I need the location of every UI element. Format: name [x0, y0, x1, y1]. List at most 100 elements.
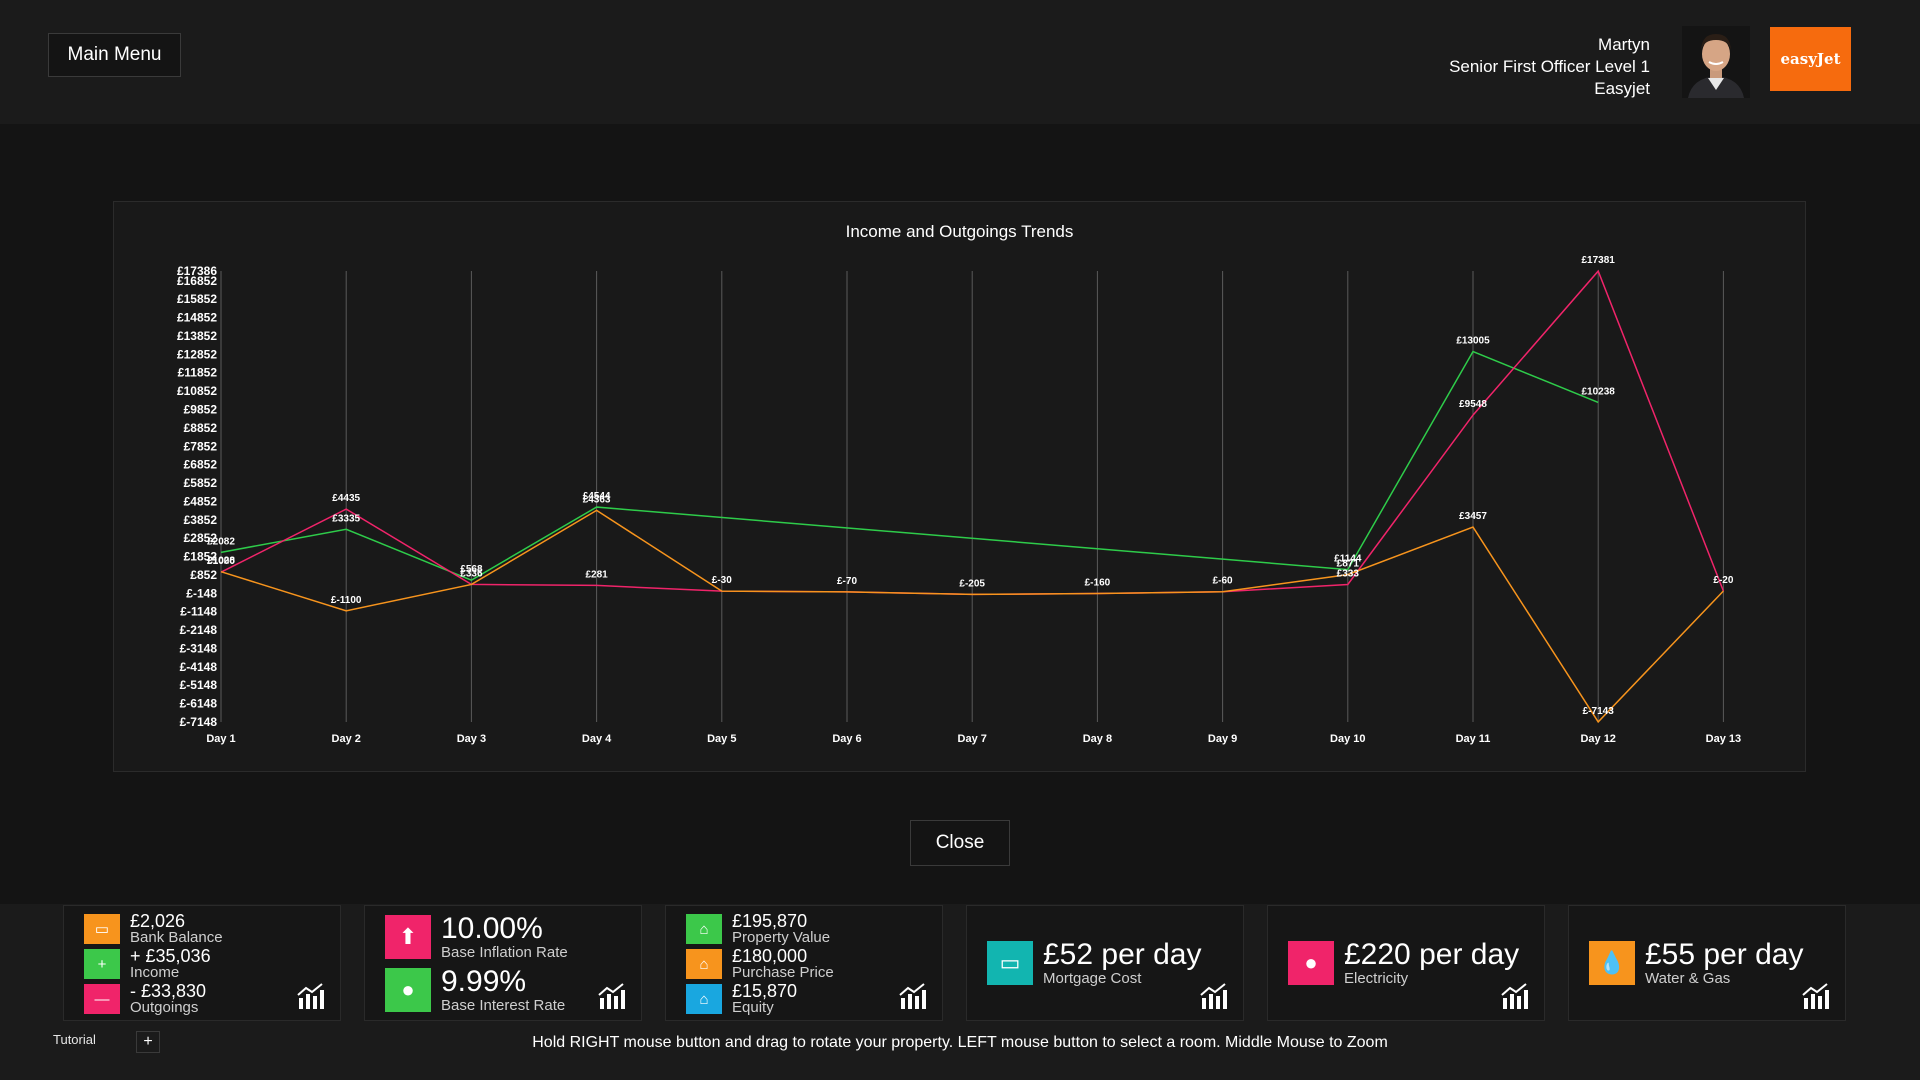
minus-icon: —	[84, 984, 120, 1014]
data-label: £2082	[207, 536, 235, 547]
data-label: £3335	[332, 513, 360, 524]
x-tick-label: Day 6	[832, 733, 861, 745]
y-tick-label: £3852	[184, 513, 218, 527]
outgoings-row: — - £33,830 Outgoings	[84, 982, 206, 1016]
x-tick-label: Day 2	[332, 733, 361, 745]
mortgage-row: ▭ £52 per day Mortgage Cost	[987, 938, 1201, 988]
data-label: £-20	[1713, 575, 1733, 586]
y-tick-label: £-6148	[180, 697, 218, 711]
inflation-row: ⬆ 10.00% Base Inflation Rate	[385, 913, 568, 961]
data-label: £1144	[1334, 554, 1362, 565]
data-label: £568	[460, 564, 483, 575]
data-label: £4435	[332, 493, 360, 504]
y-tick-label: £6852	[184, 458, 218, 472]
data-label: £871	[1337, 559, 1360, 570]
series-line	[220, 350, 1599, 581]
y-tick-label: £7852	[184, 439, 218, 453]
rates-card[interactable]: ⬆ 10.00% Base Inflation Rate ● 9.99% Bas…	[364, 905, 642, 1021]
x-tick-label: Day 13	[1706, 733, 1741, 745]
y-tick-label: £-148	[186, 586, 217, 600]
purchase-value: £180,000	[732, 946, 808, 966]
x-tick-label: Day 11	[1456, 733, 1491, 745]
trend-chart-icon[interactable]	[1199, 982, 1229, 1010]
water-label: Water & Gas	[1645, 970, 1731, 987]
x-tick-label: Day 5	[707, 733, 736, 745]
x-tick-label: Day 8	[1083, 733, 1112, 745]
data-label: £-160	[1085, 578, 1111, 589]
y-tick-label: £852	[190, 568, 217, 582]
y-tick-label: £-2148	[180, 623, 218, 637]
main-menu-button[interactable]: Main Menu	[48, 33, 181, 77]
trend-chart-icon[interactable]	[597, 982, 627, 1010]
y-tick-label: £-7148	[180, 715, 218, 729]
data-label: £3457	[1459, 511, 1487, 522]
outgoings-label: Outgoings	[130, 999, 199, 1016]
interest-row: ● 9.99% Base Interest Rate	[385, 966, 565, 1014]
electricity-card[interactable]: ● £220 per day Electricity	[1267, 905, 1545, 1021]
chart-title: Income and Outgoings Trends	[845, 222, 1074, 241]
trend-chart-icon[interactable]	[296, 982, 326, 1010]
y-tick-label: £-1148	[180, 605, 217, 619]
data-label: £-205	[959, 578, 985, 589]
income-label: Income	[130, 964, 180, 981]
y-tick-label: £11852	[178, 366, 218, 380]
x-tick-label: Day 3	[457, 733, 486, 745]
chart-panel: Income and Outgoings Trends Day 1 Day 2 Da…	[113, 201, 1806, 772]
line-chart: Day 1 Day 2 Day 3 Day 4 Day 5 Day 6 Day 7 Day 8…	[177, 255, 1741, 745]
y-tick-label: £2852	[184, 531, 218, 545]
tutorial-label[interactable]: Tutorial	[53, 1032, 96, 1047]
data-label: £-1100	[331, 595, 362, 606]
interest-label: Base Interest Rate	[441, 997, 566, 1014]
close-button[interactable]: Close	[910, 820, 1010, 866]
data-label: £-7143	[1583, 706, 1615, 717]
y-tick-label: £5852	[184, 476, 218, 490]
arrow-up-icon: ⬆	[385, 915, 431, 959]
data-label: £-60	[1213, 576, 1233, 587]
property-value-row: ⌂ £195,870 Property Value	[686, 912, 830, 946]
data-label: £4544	[583, 491, 611, 502]
user-info: Martyn Senior First Officer Level 1 Easy…	[1449, 34, 1650, 100]
y-tick-label: £8852	[184, 421, 218, 435]
interest-value: 9.99%	[441, 965, 527, 998]
mortgage-card[interactable]: ▭ £52 per day Mortgage Cost	[966, 905, 1244, 1021]
data-label: £336	[460, 568, 483, 579]
x-tick-label: Day 4	[582, 733, 612, 745]
y-tick-label: £14852	[177, 311, 217, 325]
property-card[interactable]: ⌂ £195,870 Property Value ⌂ £180,000 Pur…	[665, 905, 943, 1021]
water-gas-card[interactable]: 💧 £55 per day Water & Gas	[1568, 905, 1846, 1021]
y-tick-label: £-4148	[180, 660, 218, 674]
data-label: £17381	[1582, 255, 1616, 266]
equity-label: Equity	[732, 999, 774, 1016]
balance-label: Bank Balance	[130, 929, 223, 946]
property-value-label: Property Value	[732, 929, 831, 946]
data-label: £13005	[1456, 336, 1490, 347]
purchase-row: ⌂ £180,000 Purchase Price	[686, 947, 834, 981]
y-tick-label: £1852	[184, 550, 218, 564]
trend-chart-icon[interactable]	[1801, 982, 1831, 1010]
trend-chart-icon[interactable]	[1500, 982, 1530, 1010]
y-tick-label: £17386	[177, 264, 217, 278]
balance-row: ▭ £2,026 Bank Balance	[84, 912, 223, 946]
user-airline: Easyjet	[1594, 79, 1650, 98]
data-label: £281	[585, 569, 608, 580]
income-value: + £35,036	[130, 946, 211, 966]
avatar	[1682, 26, 1750, 98]
y-tick-label: £4852	[184, 494, 218, 508]
expand-button[interactable]: +	[136, 1031, 160, 1053]
x-tick-label: Day 9	[1208, 733, 1237, 745]
trend-chart-icon[interactable]	[898, 982, 928, 1010]
electricity-label: Electricity	[1344, 970, 1409, 987]
series-line	[220, 509, 1724, 724]
x-tick-label: Day 10	[1330, 733, 1365, 745]
controls-hint: Hold RIGHT mouse button and drag to rota…	[532, 1034, 1388, 1051]
property-value: £195,870	[732, 911, 808, 931]
finance-card[interactable]: ▭ £2,026 Bank Balance + + £35,036 Income…	[63, 905, 341, 1021]
x-tick-label: Day 12	[1580, 733, 1615, 745]
y-tick-label: £-3148	[180, 641, 218, 655]
house-icon: ⌂	[686, 949, 722, 979]
equity-value: £15,870	[732, 981, 798, 1001]
easyjet-logo: easyJet	[1770, 27, 1851, 91]
inflation-label: Base Inflation Rate	[441, 944, 568, 961]
data-label: £9548	[1459, 399, 1487, 410]
balance-value: £2,026	[130, 911, 186, 931]
